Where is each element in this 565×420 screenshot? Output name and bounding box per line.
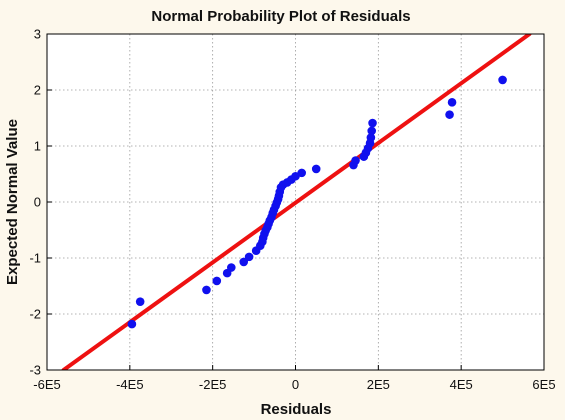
- data-point: [351, 156, 360, 165]
- data-point: [135, 297, 145, 306]
- fit-line: [61, 34, 532, 370]
- data-point: [311, 164, 321, 174]
- data-point: [366, 133, 376, 142]
- data-point: [239, 257, 249, 267]
- data-point: [447, 98, 457, 107]
- y-tick-label: 2: [34, 83, 41, 98]
- data-point: [445, 110, 454, 119]
- data-point: [227, 263, 236, 272]
- y-tick-label: 1: [34, 139, 41, 154]
- x-tick-labels: -6E5 -4E5 -2E5 0 2E5 4E5 6E5: [33, 377, 555, 392]
- data-point: [244, 252, 254, 262]
- y-tick-label: -3: [29, 363, 41, 378]
- y-tick-label: -2: [29, 307, 41, 322]
- x-tick-label: 6E5: [532, 377, 555, 392]
- x-axis-label: Residuals: [261, 401, 332, 418]
- data-point: [212, 276, 222, 286]
- x-tick-label: -6E5: [33, 377, 60, 392]
- x-tick-label: 2E5: [367, 377, 390, 392]
- x-tick-label: 4E5: [450, 377, 473, 392]
- y-tick-label: 3: [34, 27, 41, 42]
- data-point: [498, 75, 507, 85]
- chart-title: Normal Probability Plot of Residuals: [151, 8, 410, 25]
- data-point: [127, 319, 137, 329]
- y-tick-label: 0: [34, 195, 41, 210]
- tick-marks: [46, 33, 545, 371]
- y-tick-label: -1: [29, 251, 41, 266]
- data-point: [367, 126, 377, 136]
- x-tick-label: -2E5: [199, 377, 226, 392]
- y-axis-label: Expected Normal Value: [4, 119, 21, 285]
- data-point: [368, 118, 377, 128]
- data-point: [202, 285, 211, 295]
- x-tick-label: -4E5: [116, 377, 143, 392]
- data-point: [297, 168, 307, 178]
- data-points: [127, 75, 507, 329]
- x-tick-label: 0: [292, 377, 299, 392]
- y-tick-labels: -3 -2 -1 0 1 2 3: [29, 27, 41, 378]
